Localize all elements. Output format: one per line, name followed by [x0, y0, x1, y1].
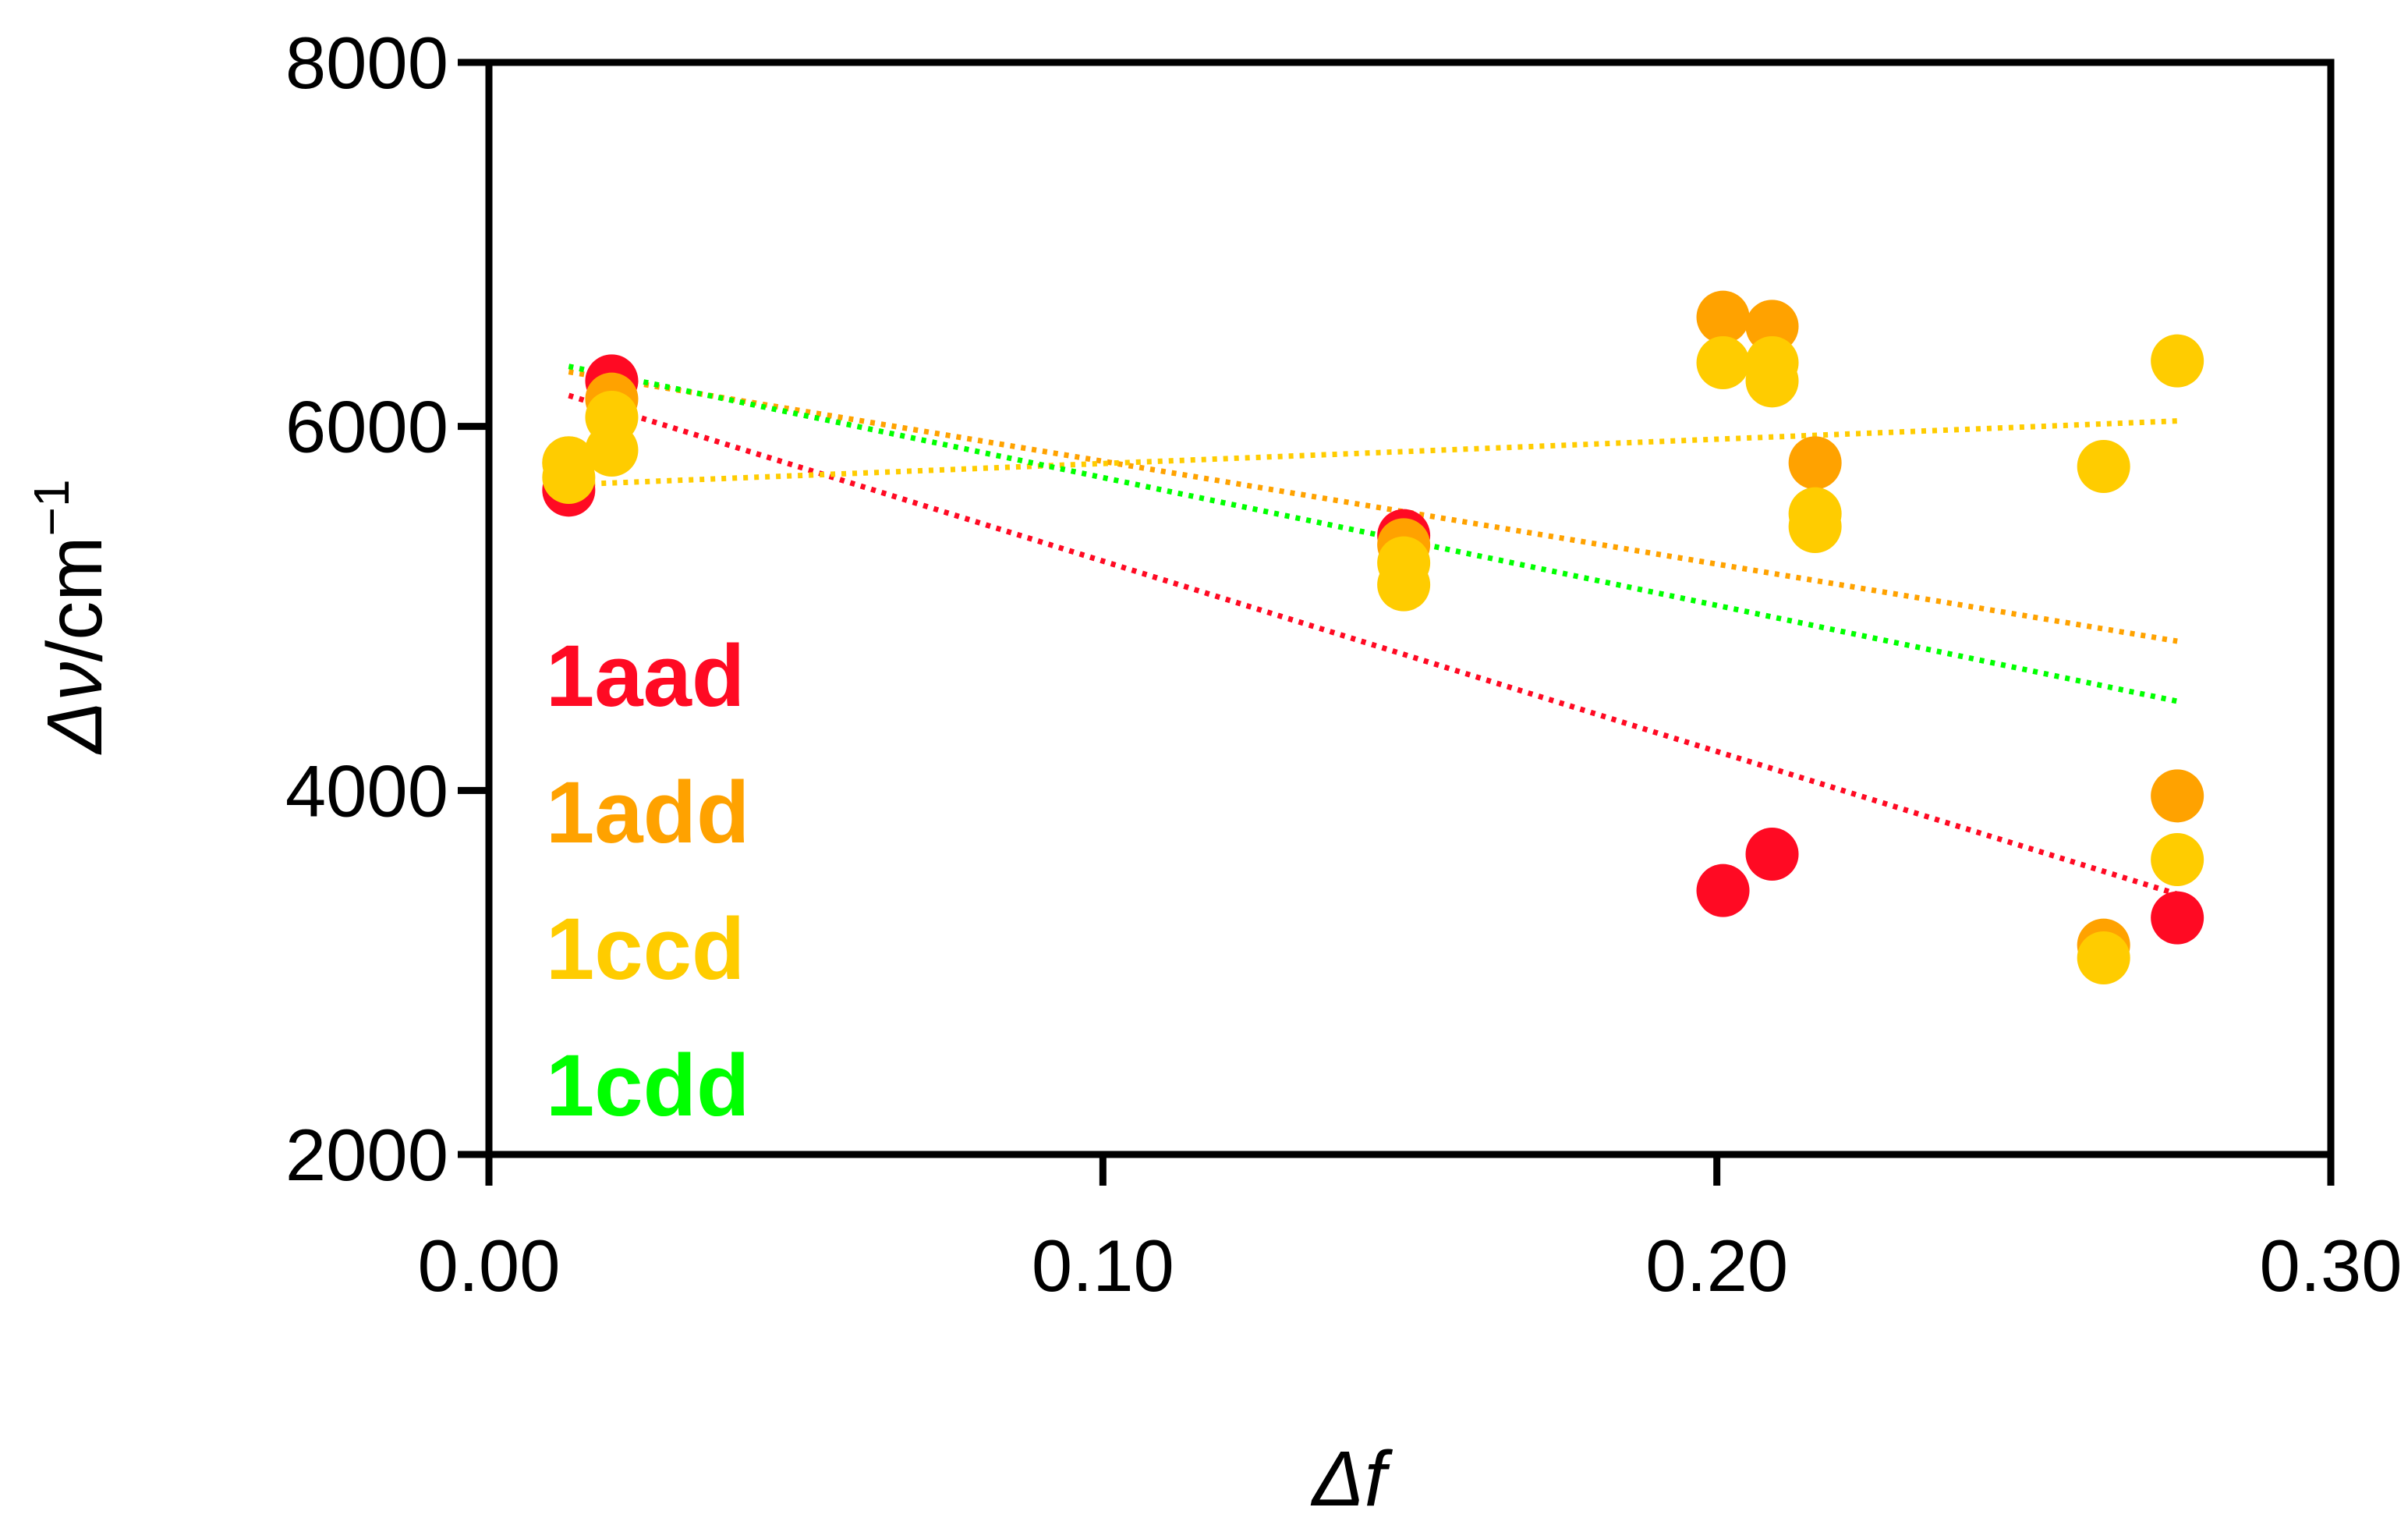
y-axis-title: Δν/cm−1	[23, 479, 119, 754]
y-axis-symbol: Δν	[31, 661, 119, 754]
data-point-1ccd	[1745, 354, 1799, 408]
data-points	[542, 290, 2204, 984]
y-axis-exponent: −1	[23, 479, 80, 536]
data-point-1aad	[1696, 864, 1750, 917]
y-tick-label: 4000	[285, 750, 448, 832]
trend-line-1cdd	[568, 363, 2178, 704]
data-point-1aad	[2151, 891, 2204, 945]
trend-line-1aad	[568, 392, 2179, 897]
data-point-1ccd	[2151, 334, 2204, 388]
data-point-1ccd	[542, 451, 596, 504]
data-point-1add	[1745, 300, 1799, 353]
data-point-1ccd	[1788, 500, 1842, 553]
y-tick-label: 8000	[285, 22, 448, 104]
data-point-1add	[2151, 769, 2204, 823]
data-point-1ccd	[2077, 440, 2130, 493]
data-point-1ccd	[585, 391, 639, 444]
legend-entry-1add: 1add	[546, 764, 749, 861]
legend-entry-1cdd: 1cdd	[546, 1037, 749, 1134]
data-point-1ccd	[1696, 336, 1750, 389]
x-tick-label: 0.00	[418, 1225, 561, 1307]
x-tick-label: 0.20	[1645, 1225, 1788, 1307]
data-point-1aad	[1745, 828, 1799, 881]
y-axis-unit: /cm	[31, 536, 119, 661]
legend: 1aad 1add 1ccd 1cdd	[546, 627, 749, 1134]
data-point-1add	[1696, 290, 1750, 344]
x-tick-label: 0.30	[2260, 1225, 2403, 1307]
data-point-1ccd	[1377, 558, 1431, 612]
x-axis-title: Δf	[1311, 1435, 1393, 1523]
trend-line-1add	[568, 369, 2178, 644]
y-tick-label: 2000	[285, 1114, 448, 1196]
trend-lines	[568, 363, 2179, 897]
plot-frame	[485, 59, 2335, 1158]
y-tick-label: 6000	[285, 386, 448, 468]
data-point-1ccd	[2077, 931, 2130, 984]
data-point-1ccd	[2151, 833, 2204, 886]
legend-entry-1ccd: 1ccd	[546, 900, 745, 998]
legend-entry-1aad: 1aad	[546, 627, 745, 725]
data-point-1add	[1788, 436, 1842, 490]
axis-ticks: 2000 4000 6000 8000 0.00 0.10 0.20 0.30	[285, 22, 2403, 1307]
trend-line-1ccd	[568, 418, 2178, 488]
x-tick-label: 0.10	[1032, 1225, 1174, 1307]
